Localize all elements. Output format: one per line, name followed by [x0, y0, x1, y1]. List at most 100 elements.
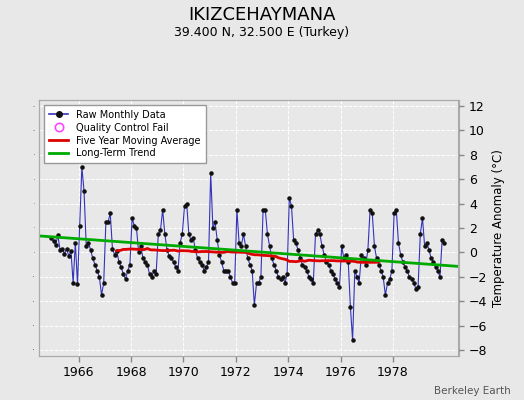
Point: [53, 232, 62, 238]
Point: [370, 243, 379, 250]
Point: [217, 259, 226, 265]
Point: [392, 206, 400, 213]
Point: [366, 206, 374, 213]
Point: [397, 252, 405, 258]
Point: [158, 206, 167, 213]
Legend: Raw Monthly Data, Quality Control Fail, Five Year Moving Average, Long-Term Tren: Raw Monthly Data, Quality Control Fail, …: [44, 105, 205, 163]
Point: [351, 268, 359, 274]
Point: [222, 268, 230, 274]
Point: [143, 261, 151, 268]
Point: [191, 247, 200, 253]
Point: [253, 280, 261, 286]
Point: [228, 280, 237, 286]
Point: [113, 248, 121, 254]
Point: [287, 203, 296, 209]
Point: [141, 259, 149, 265]
Point: [302, 268, 311, 274]
Point: [47, 234, 56, 241]
Point: [124, 268, 132, 274]
Point: [412, 286, 420, 292]
Point: [93, 268, 101, 274]
Point: [171, 264, 180, 270]
Point: [224, 268, 232, 274]
Point: [333, 280, 342, 286]
Point: [416, 231, 424, 237]
Point: [359, 255, 368, 262]
Point: [78, 164, 86, 170]
Point: [104, 219, 112, 225]
Point: [276, 276, 285, 282]
Point: [139, 255, 147, 262]
Point: [100, 280, 108, 286]
Point: [246, 261, 254, 268]
Point: [344, 259, 353, 265]
Point: [89, 255, 97, 262]
Point: [263, 231, 271, 237]
Point: [128, 215, 136, 222]
Point: [86, 247, 95, 253]
Point: [259, 206, 267, 213]
Point: [274, 274, 282, 280]
Point: [56, 247, 64, 253]
Point: [60, 250, 69, 257]
Point: [169, 259, 178, 265]
Point: [281, 280, 289, 286]
Point: [206, 170, 215, 176]
Point: [220, 268, 228, 274]
Point: [91, 261, 99, 268]
Point: [195, 259, 204, 265]
Point: [438, 237, 446, 243]
Point: [135, 249, 143, 256]
Point: [381, 292, 389, 298]
Point: [340, 255, 348, 262]
Point: [315, 231, 324, 237]
Point: [150, 268, 158, 274]
Text: Berkeley Earth: Berkeley Earth: [434, 386, 511, 396]
Point: [362, 261, 370, 268]
Point: [305, 274, 313, 280]
Point: [126, 261, 134, 268]
Point: [239, 231, 248, 237]
Point: [248, 268, 256, 274]
Point: [311, 231, 320, 237]
Point: [425, 247, 433, 253]
Text: 39.400 N, 32.500 E (Turkey): 39.400 N, 32.500 E (Turkey): [174, 26, 350, 39]
Point: [237, 243, 245, 250]
Point: [187, 237, 195, 243]
Point: [182, 200, 191, 207]
Point: [294, 247, 302, 253]
Point: [261, 206, 269, 213]
Point: [268, 255, 276, 262]
Point: [67, 248, 75, 254]
Point: [244, 255, 252, 262]
Point: [132, 225, 140, 231]
Point: [272, 268, 280, 274]
Point: [407, 276, 416, 282]
Point: [388, 268, 396, 274]
Point: [106, 210, 114, 216]
Point: [440, 240, 449, 246]
Point: [152, 271, 160, 278]
Point: [117, 264, 125, 270]
Point: [355, 280, 363, 286]
Point: [64, 253, 73, 259]
Point: [405, 274, 413, 280]
Point: [326, 268, 335, 274]
Point: [49, 238, 58, 245]
Point: [154, 231, 162, 237]
Point: [429, 259, 438, 265]
Point: [184, 231, 193, 237]
Point: [130, 222, 138, 229]
Point: [357, 252, 366, 258]
Point: [414, 283, 422, 290]
Point: [213, 237, 222, 243]
Point: [115, 259, 123, 265]
Point: [156, 227, 165, 234]
Point: [300, 264, 309, 270]
Point: [298, 261, 307, 268]
Point: [102, 219, 110, 225]
Point: [399, 259, 407, 265]
Point: [379, 274, 387, 280]
Point: [368, 210, 376, 216]
Point: [97, 292, 106, 298]
